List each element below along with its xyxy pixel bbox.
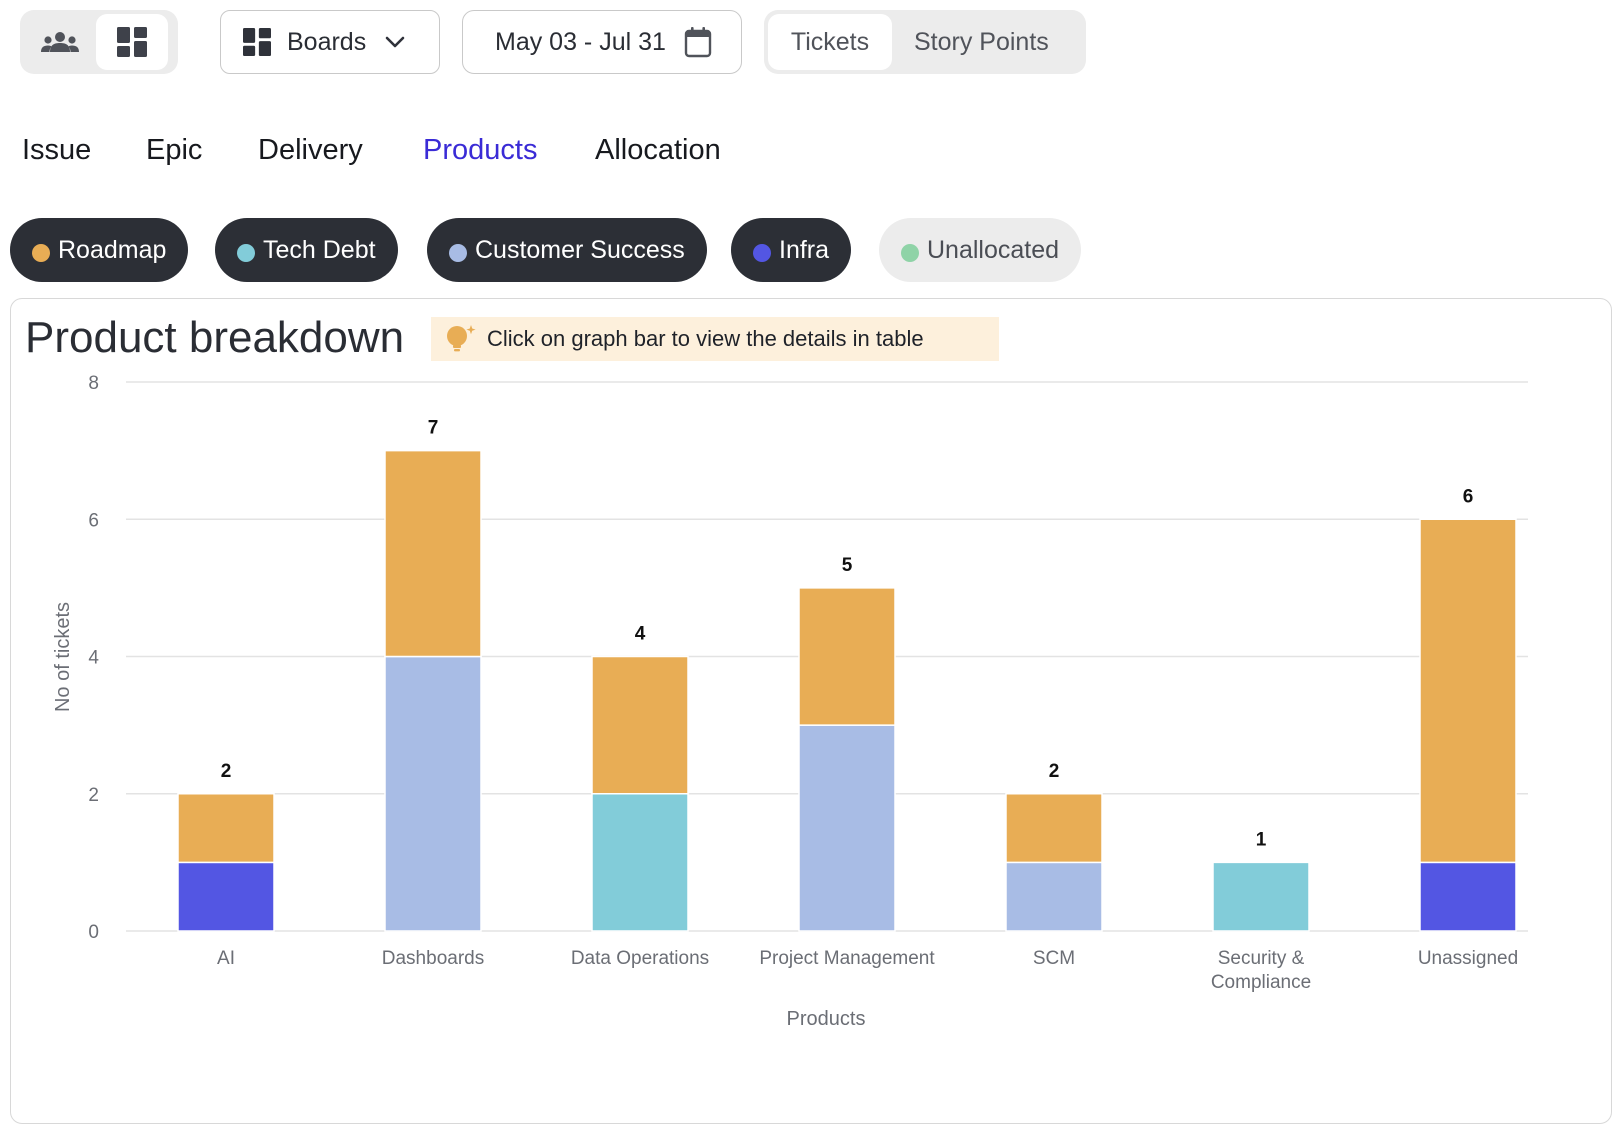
bar-total-label: 1 [1256, 829, 1267, 850]
bar-total-label: 2 [1049, 761, 1060, 782]
people-group-icon [41, 32, 79, 52]
legend-label: Roadmap [58, 235, 167, 264]
legend-label: Unallocated [927, 235, 1060, 264]
legend-chip-tech-debt[interactable]: Tech Debt [215, 218, 398, 282]
legend-dot [237, 244, 255, 262]
story-points-toggle-button[interactable]: Story Points [914, 27, 1049, 56]
date-range-picker[interactable]: May 03 - Jul 31 [462, 10, 742, 74]
bar-segment[interactable] [1419, 518, 1517, 864]
bar-segment[interactable] [798, 587, 896, 726]
boards-dropdown-label: Boards [287, 27, 367, 56]
bar-total-label: 6 [1463, 486, 1474, 507]
tickets-toggle-button[interactable]: Tickets [768, 14, 892, 70]
x-category-label: Project Management [759, 948, 935, 969]
x-axis-title: Products [787, 1008, 866, 1030]
hint-text: Click on graph bar to view the details i… [487, 326, 924, 351]
legend-label: Customer Success [475, 235, 685, 264]
product-breakdown-card: Product breakdown Click on graph bar to … [10, 298, 1612, 1124]
x-category-label: Compliance [1211, 972, 1311, 993]
bar-total-label: 5 [842, 555, 853, 576]
bar-total-label: 7 [428, 418, 439, 439]
bar-segment[interactable] [177, 861, 275, 932]
bar-total-label: 4 [635, 624, 646, 645]
x-category-label: Unassigned [1418, 948, 1518, 969]
bar-segment[interactable] [591, 793, 689, 932]
legend-label: Infra [779, 235, 830, 264]
y-tick-label: 8 [88, 373, 99, 394]
y-axis-title: No of tickets [52, 602, 74, 712]
legend-dot [901, 244, 919, 262]
product-breakdown-chart: 0 2 4 6 8 2 AI 7 Dashboards 4 Data Operations 5 Proj… [52, 373, 1528, 1030]
bar-segment[interactable] [798, 724, 896, 932]
legend-dot [32, 244, 50, 262]
dashboard-grid-icon [117, 27, 147, 57]
boards-dropdown[interactable]: Boards [220, 10, 440, 74]
card-title: Product breakdown [25, 313, 405, 362]
legend-chip-roadmap[interactable]: Roadmap [10, 218, 189, 282]
y-tick-label: 6 [88, 510, 99, 531]
view-toggle [20, 10, 178, 74]
x-category-label: SCM [1033, 948, 1075, 969]
x-category-label: Security & [1218, 948, 1305, 969]
tab-issue[interactable]: Issue [22, 134, 92, 166]
tab-allocation[interactable]: Allocation [595, 134, 721, 166]
bar-total-label: 2 [221, 761, 232, 782]
legend-chip-infra[interactable]: Infra [731, 218, 852, 282]
tab-delivery[interactable]: Delivery [258, 134, 363, 166]
calendar-icon [684, 27, 712, 58]
bar-segment[interactable] [1212, 861, 1310, 932]
date-range-label: May 03 - Jul 31 [495, 27, 666, 56]
metric-toggle: Tickets Story Points [764, 10, 1086, 74]
x-category-label: AI [217, 948, 235, 969]
y-tick-label: 4 [88, 648, 99, 669]
legend-chip-customer-success[interactable]: Customer Success [427, 218, 707, 282]
bar-segment[interactable] [1005, 861, 1103, 932]
legend-dot [449, 244, 467, 262]
bar-segment[interactable] [591, 655, 689, 795]
x-category-label: Dashboards [382, 948, 484, 969]
dashboard-grid-icon [243, 28, 271, 56]
tab-products[interactable]: Products [423, 134, 538, 166]
bar-segment[interactable] [384, 449, 482, 658]
board-view-button[interactable] [96, 14, 168, 70]
tab-epic[interactable]: Epic [146, 134, 203, 166]
team-view-button[interactable] [24, 14, 96, 70]
legend-dot [753, 244, 771, 262]
bar-segment[interactable] [177, 793, 275, 864]
chevron-down-icon [385, 36, 405, 48]
lightbulb-icon [447, 325, 476, 352]
y-tick-label: 0 [88, 922, 99, 943]
y-tick-label: 2 [88, 785, 99, 806]
legend-chip-unallocated[interactable]: Unallocated [879, 218, 1082, 282]
hint-banner: Click on graph bar to view the details i… [431, 317, 999, 361]
legend-label: Tech Debt [263, 235, 376, 264]
x-category-label: Data Operations [571, 948, 709, 969]
bar-segment[interactable] [1419, 861, 1517, 932]
bar-segment[interactable] [384, 655, 482, 932]
bar-segment[interactable] [1005, 793, 1103, 864]
